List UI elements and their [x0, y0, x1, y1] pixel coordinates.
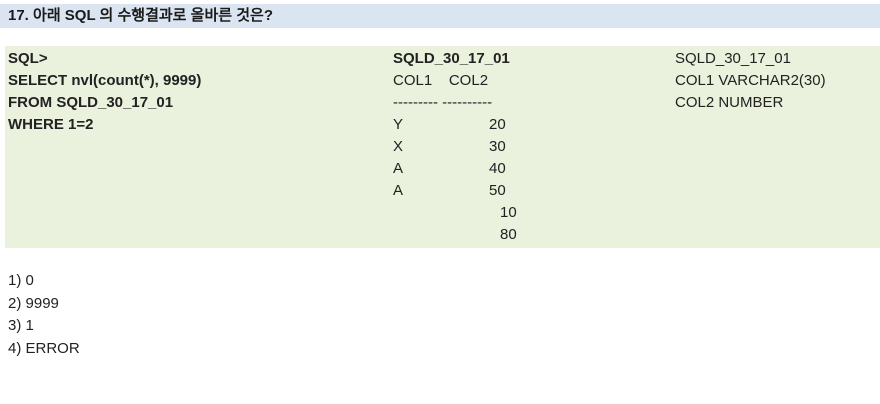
- schema-column: COL1 VARCHAR2(30): [675, 72, 826, 89]
- sql-line: WHERE 1=2: [8, 116, 94, 133]
- schema-column: COL2 NUMBER: [675, 94, 784, 111]
- answer-option-4: 4) ERROR: [8, 339, 80, 357]
- answer-option-2: 2) 9999: [8, 294, 59, 312]
- table-cell-col1: X: [393, 138, 404, 155]
- table-cell-col2: 30: [489, 138, 506, 155]
- sql-line: SELECT nvl(count(*), 9999): [8, 72, 202, 89]
- table-header: COL1 COL2: [393, 72, 489, 89]
- table-cell-col2: 20: [489, 116, 506, 133]
- table-cell-col1: A: [393, 182, 404, 199]
- answer-option-1: 1) 0: [8, 272, 34, 289]
- sql-line: SQL>: [8, 50, 48, 67]
- question-panel: SQL> SELECT nvl(count(*), 9999) FROM SQL…: [5, 46, 880, 248]
- question-title: 17. 아래 SQL 의 수행결과로 올바른 것은?: [0, 4, 880, 28]
- schema-name: SQLD_30_17_01: [675, 50, 791, 67]
- answer-option-3: 3) 1: [8, 317, 34, 334]
- sql-line: FROM SQLD_30_17_01: [8, 94, 174, 111]
- table-separator: --------- ----------: [393, 94, 493, 111]
- table-cell-col2: 10: [500, 204, 517, 221]
- table-cell-col1: Y: [393, 116, 404, 133]
- table-name: SQLD_30_17_01: [393, 50, 510, 67]
- answer-options: 1) 0 2) 9999 3) 1 4) ERROR: [8, 270, 80, 360]
- table-cell-col2: 40: [489, 160, 506, 177]
- table-cell-col2: 80: [500, 226, 517, 243]
- table-cell-col1: A: [393, 160, 404, 177]
- table-cell-col2: 50: [489, 182, 506, 199]
